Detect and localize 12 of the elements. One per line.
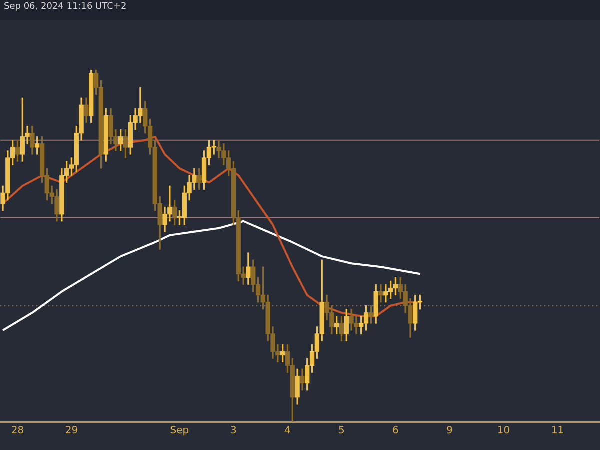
x-tick-label: 5 (338, 426, 345, 437)
x-tick-label: 28 (11, 426, 24, 437)
x-tick-label: 9 (446, 426, 453, 437)
x-tick-label: 11 (551, 426, 564, 437)
x-tick-label: Sep (170, 426, 190, 437)
x-tick-label: 3 (230, 426, 237, 437)
x-tick-label: 29 (65, 426, 78, 437)
x-tick-label: 10 (497, 426, 510, 437)
x-tick-label: 4 (284, 426, 291, 437)
text: Sep 06, 2024 11:16 UTC+2 (4, 2, 127, 12)
candlestick (378, 284, 384, 303)
x-tick-label: 6 (392, 426, 399, 437)
